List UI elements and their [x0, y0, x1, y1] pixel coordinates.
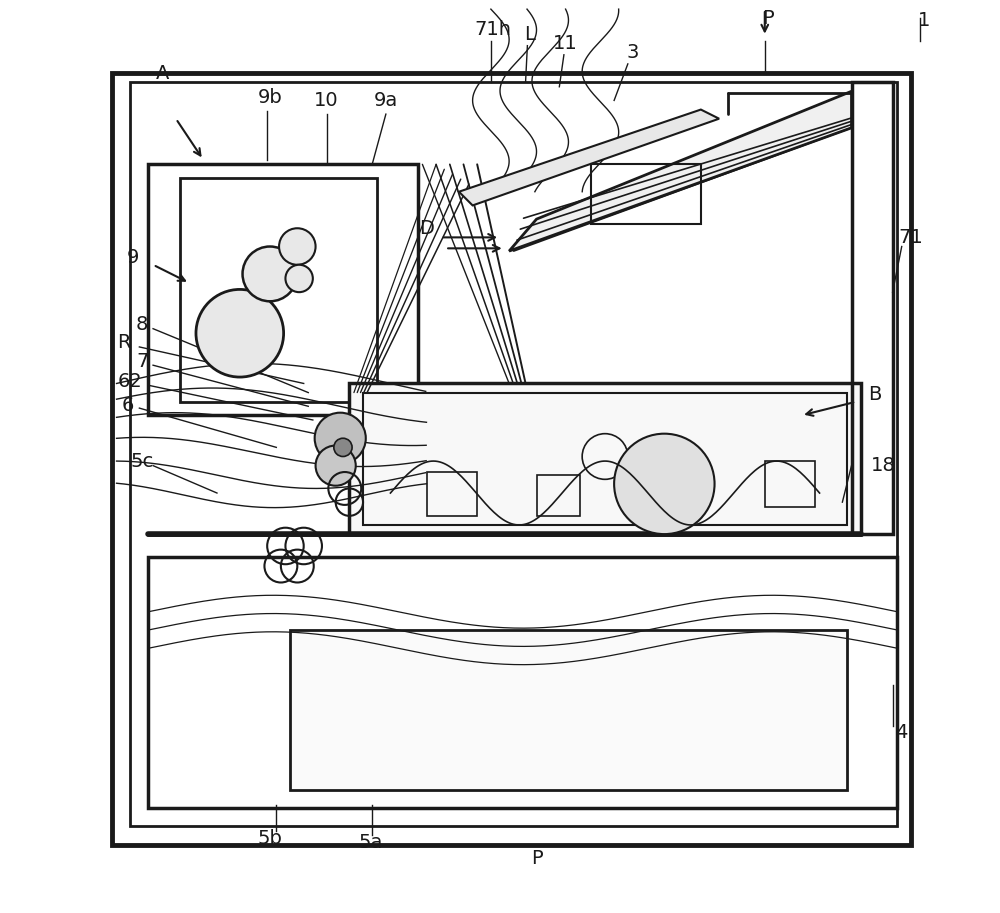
- Text: 9a: 9a: [374, 91, 398, 110]
- Circle shape: [315, 413, 366, 464]
- Circle shape: [285, 265, 313, 292]
- Text: 3: 3: [626, 44, 639, 62]
- Text: R: R: [117, 333, 131, 352]
- Bar: [363, 393, 847, 525]
- Text: 8: 8: [136, 315, 148, 333]
- Text: 71: 71: [898, 228, 923, 247]
- Text: P: P: [762, 9, 773, 27]
- Bar: [148, 164, 418, 415]
- Text: D: D: [420, 219, 434, 237]
- Text: 7: 7: [136, 352, 148, 371]
- Circle shape: [279, 228, 316, 265]
- Text: 9b: 9b: [258, 89, 282, 107]
- Text: A: A: [156, 64, 169, 82]
- Text: 10: 10: [314, 91, 339, 110]
- Text: 6: 6: [121, 396, 134, 415]
- Text: 5a: 5a: [358, 834, 383, 852]
- Bar: [112, 73, 911, 845]
- Bar: [290, 630, 847, 790]
- Text: 9: 9: [127, 248, 139, 267]
- Bar: [130, 82, 897, 826]
- Circle shape: [334, 438, 352, 456]
- Bar: [765, 461, 815, 507]
- Text: L: L: [524, 26, 535, 44]
- Bar: [591, 164, 701, 224]
- Text: 4: 4: [896, 723, 908, 741]
- Polygon shape: [459, 110, 719, 205]
- Text: 5b: 5b: [257, 829, 282, 847]
- Bar: [148, 557, 897, 808]
- Text: 11: 11: [553, 35, 578, 53]
- Circle shape: [243, 247, 297, 301]
- Circle shape: [614, 434, 715, 534]
- Circle shape: [316, 446, 356, 486]
- Bar: [427, 472, 477, 516]
- Polygon shape: [509, 91, 852, 251]
- Bar: [852, 82, 893, 534]
- Text: 18: 18: [871, 456, 896, 475]
- Text: B: B: [868, 385, 881, 404]
- Bar: [180, 178, 377, 402]
- Text: P: P: [531, 849, 542, 867]
- Bar: [537, 475, 580, 516]
- Circle shape: [196, 289, 284, 377]
- Text: 71h: 71h: [474, 20, 511, 38]
- Text: 62: 62: [118, 373, 143, 391]
- Text: 5c: 5c: [130, 452, 154, 470]
- Text: 1: 1: [918, 11, 931, 29]
- Polygon shape: [349, 383, 861, 534]
